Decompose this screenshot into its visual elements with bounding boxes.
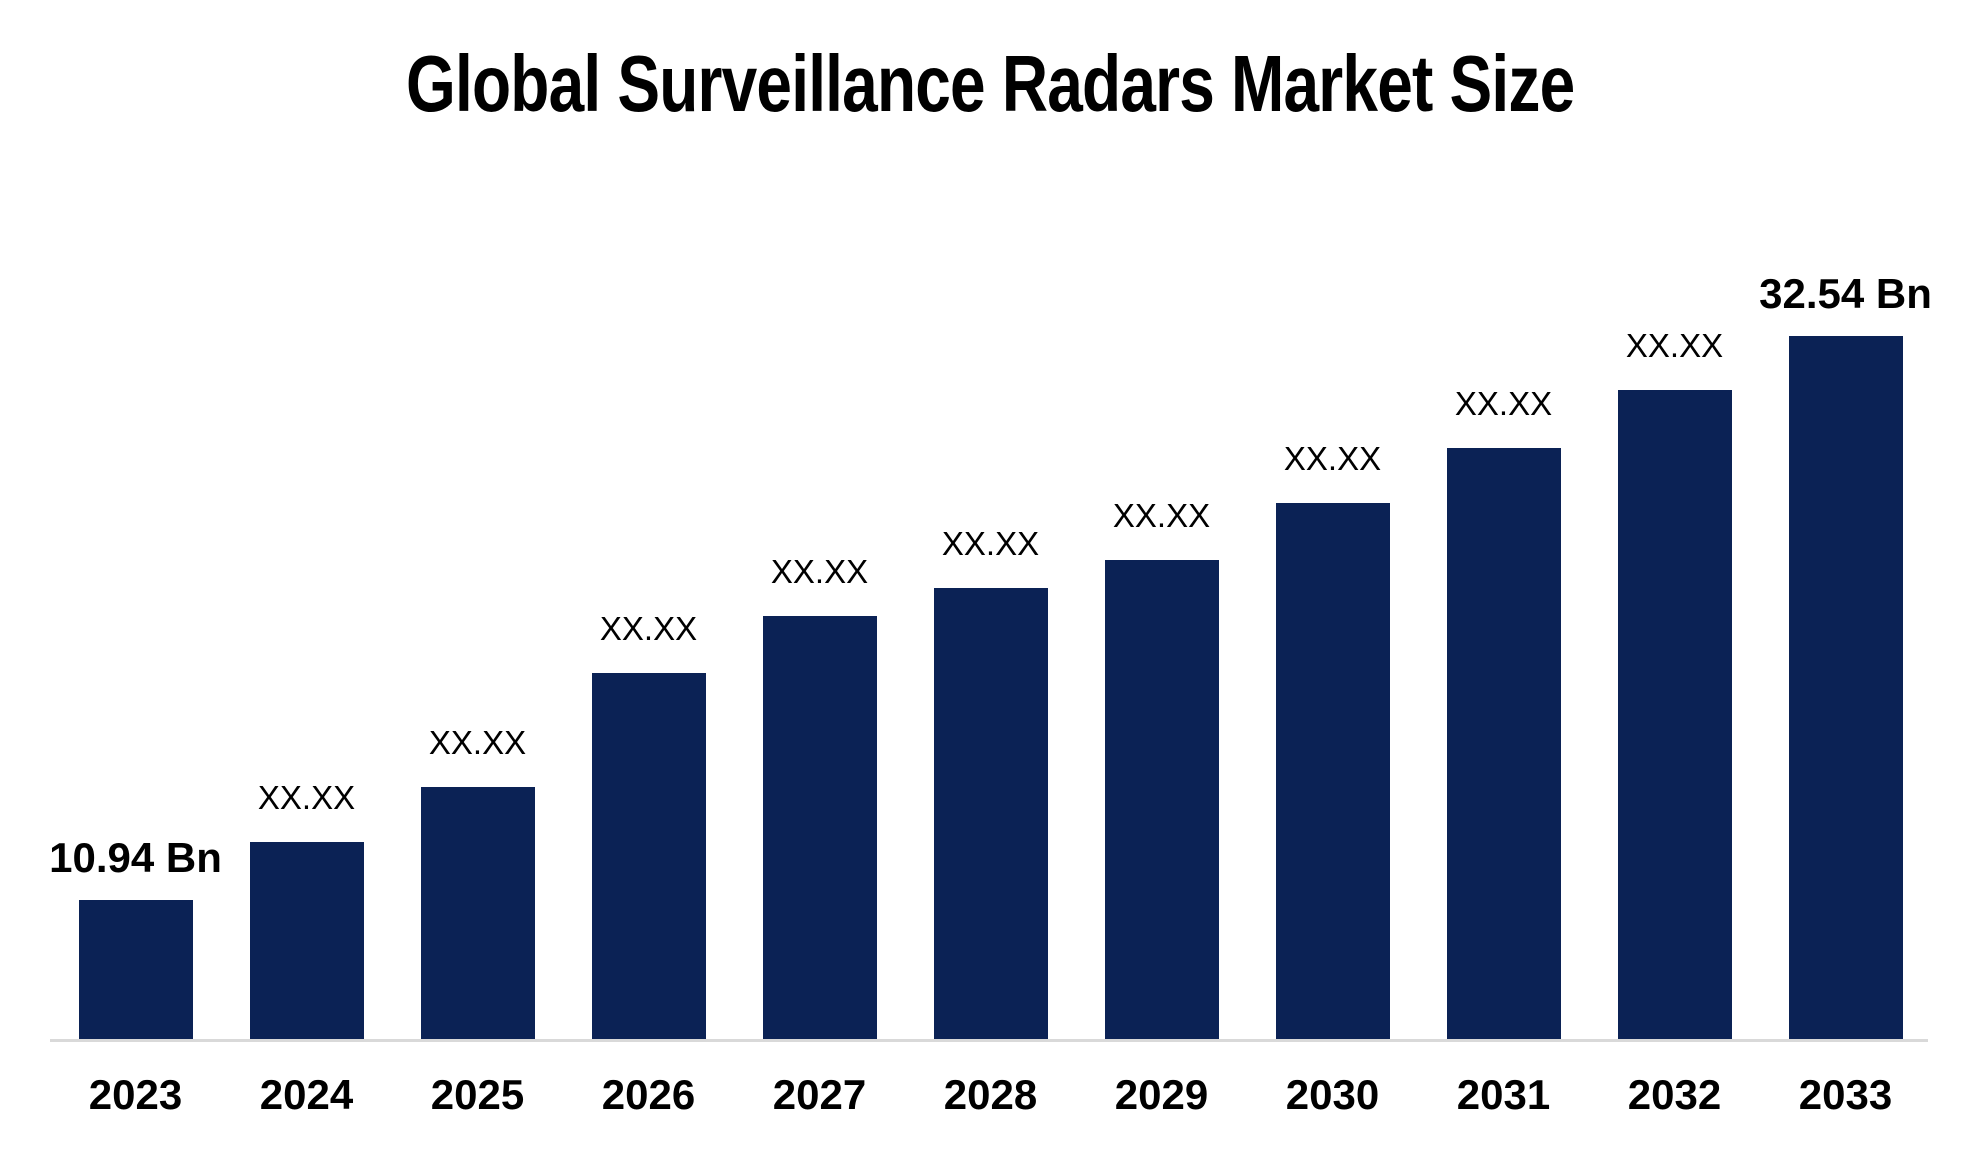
x-axis-label-2028: 2028 [943, 1071, 1038, 1118]
x-axis-label-2025: 2025 [430, 1071, 525, 1118]
bar-group-2028: XX.XX [905, 527, 1076, 1040]
bar-group-2027: XX.XX [734, 555, 905, 1040]
bar-group-2024: XX.XX [221, 781, 392, 1040]
bar-2032 [1617, 390, 1732, 1040]
bar-2023 [78, 900, 193, 1040]
bar-2030 [1275, 503, 1390, 1040]
x-axis-label-2032: 2032 [1627, 1071, 1722, 1118]
bar-value-label-2028: XX.XX [941, 525, 1040, 563]
bar-group-2031: XX.XX [1418, 387, 1589, 1040]
bar-value-label-2023: 10.94 Bn [49, 833, 222, 881]
bar-value-label-2027: XX.XX [770, 553, 869, 591]
bar-group-2026: XX.XX [563, 612, 734, 1040]
x-axis-label-2030: 2030 [1285, 1071, 1380, 1118]
bar-group-2029: XX.XX [1076, 499, 1247, 1040]
bar-2026 [591, 673, 706, 1040]
x-axis-label-2023: 2023 [88, 1071, 183, 1118]
plot-area: 10.94 Bn XX.XX XX.XX XX.XX XX.XX XX.XX XX.XX XX… [49, 180, 1932, 1040]
bar-group-2033: 32.54 Bn [1759, 269, 1932, 1040]
x-axis-labels: 2023 2024 2025 2026 2027 2028 2029 2030 2031 2032… [50, 1071, 1931, 1118]
bar-group-2032: XX.XX [1589, 329, 1760, 1040]
bar-2028 [933, 588, 1048, 1040]
bar-value-label-2032: XX.XX [1625, 327, 1724, 365]
x-axis-label-2029: 2029 [1114, 1071, 1209, 1118]
bar-value-label-2030: XX.XX [1283, 440, 1382, 478]
bar-group-2023: 10.94 Bn [49, 833, 222, 1040]
x-axis-label-2031: 2031 [1456, 1071, 1551, 1118]
bar-value-label-2033: 32.54 Bn [1759, 269, 1932, 317]
x-axis-label-2033: 2033 [1798, 1071, 1893, 1118]
bar-2025 [420, 787, 535, 1040]
chart-title: Global Surveillance Radars Market Size [0, 44, 1980, 124]
bar-value-label-2024: XX.XX [257, 779, 356, 817]
bar-2024 [249, 842, 364, 1040]
bar-value-label-2031: XX.XX [1454, 385, 1553, 423]
x-axis-label-2026: 2026 [601, 1071, 696, 1118]
bar-2029 [1104, 560, 1219, 1040]
bar-value-label-2025: XX.XX [428, 724, 527, 762]
x-axis-line [50, 1039, 1928, 1042]
bar-2031 [1446, 448, 1561, 1040]
bar-2027 [762, 616, 877, 1040]
bar-group-2025: XX.XX [392, 726, 563, 1040]
bar-group-2030: XX.XX [1247, 442, 1418, 1040]
bar-value-label-2026: XX.XX [599, 610, 698, 648]
x-axis-label-2024: 2024 [259, 1071, 354, 1118]
bar-value-label-2029: XX.XX [1112, 497, 1211, 535]
chart-title-text: Global Surveillance Radars Market Size [405, 39, 1575, 128]
x-axis-label-2027: 2027 [772, 1071, 867, 1118]
bar-2033 [1788, 336, 1903, 1040]
